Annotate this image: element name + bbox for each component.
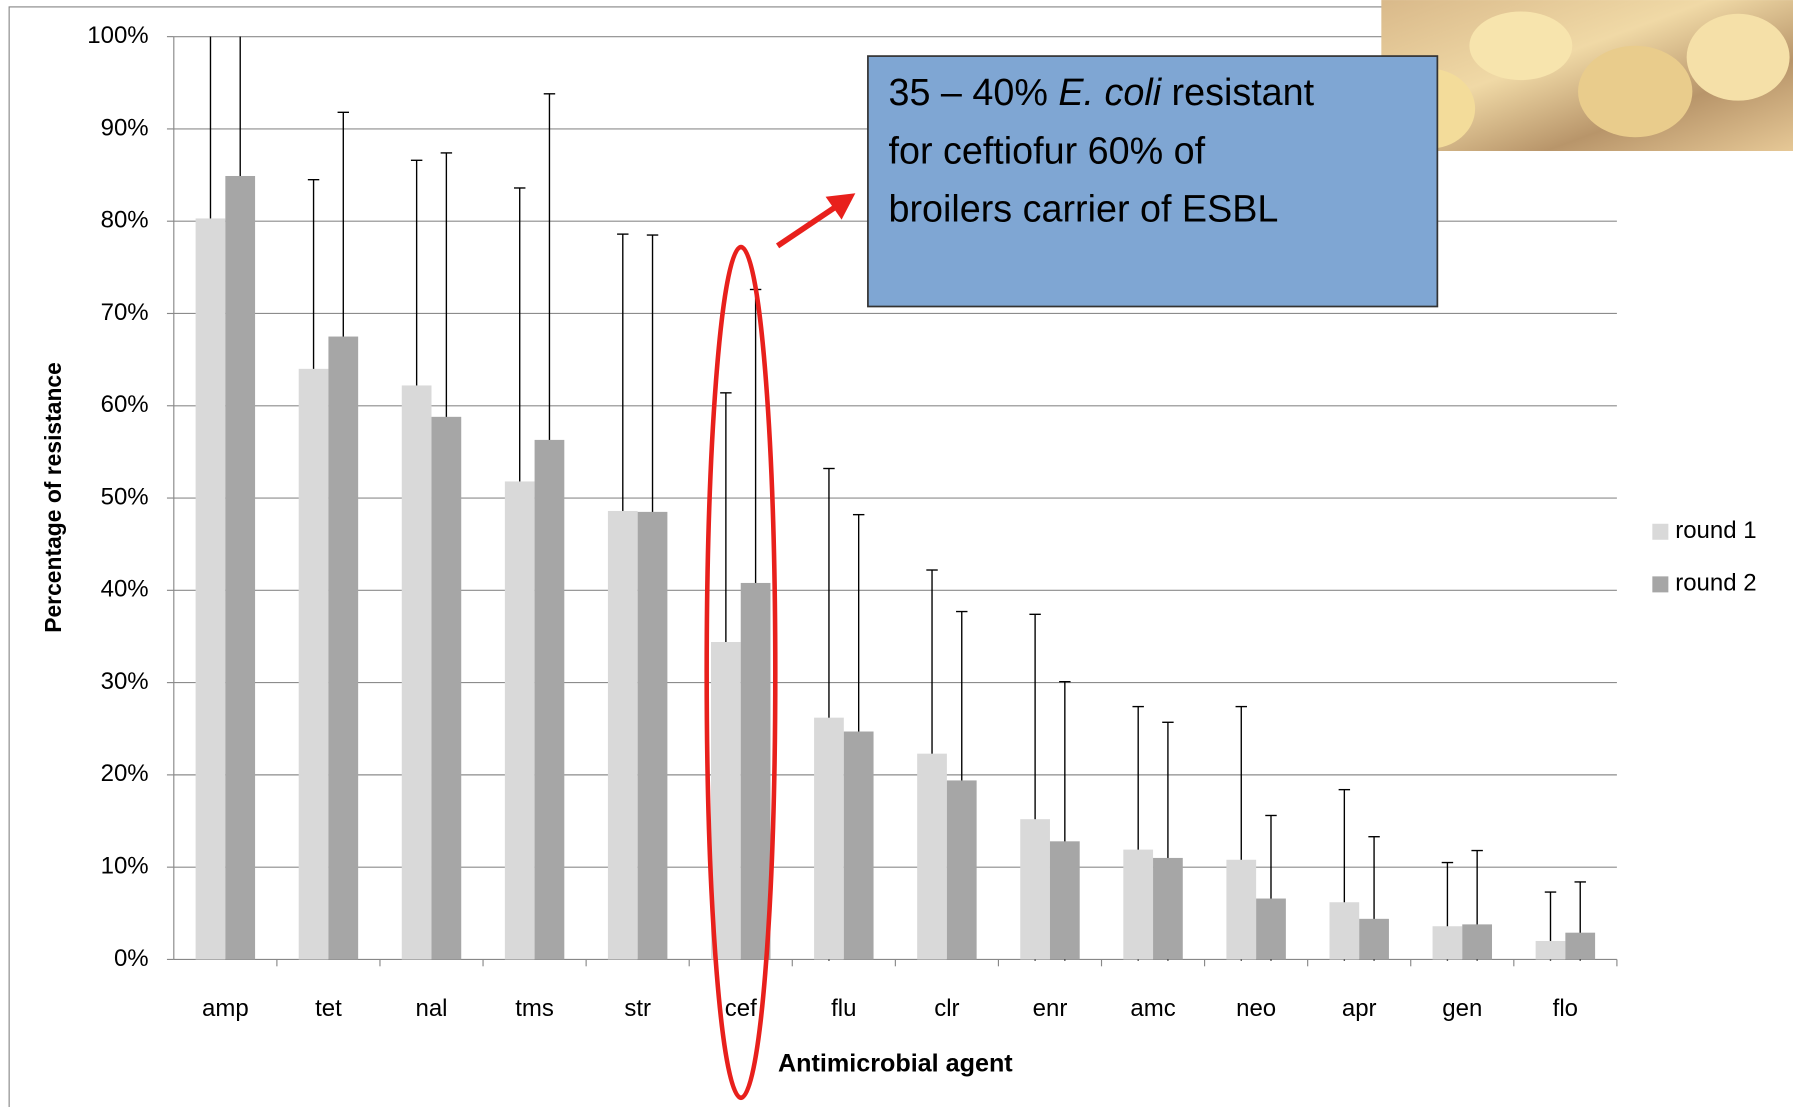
y-tick-label: 100% (87, 22, 148, 49)
bar (947, 780, 977, 959)
bar (432, 417, 462, 960)
bar (741, 583, 771, 960)
annotation-text: 35 – 40% (888, 71, 1058, 113)
bar (1226, 860, 1256, 960)
x-tick-label: str (624, 995, 651, 1022)
bar (844, 732, 874, 960)
y-tick-label: 10% (101, 853, 149, 880)
annotation-text: resistant (1161, 71, 1315, 113)
annotation-line: broilers carrier of ESBL (888, 188, 1278, 230)
y-tick-label: 50% (101, 483, 149, 510)
annotation-line: for ceftiofur 60% of (888, 129, 1205, 171)
bar (1462, 924, 1492, 959)
y-tick-label: 0% (114, 945, 149, 972)
annotation-text: broilers carrier of ESBL (888, 188, 1278, 230)
bar (225, 176, 255, 959)
x-tick-label: cef (725, 995, 757, 1022)
x-tick-label: amc (1130, 995, 1175, 1022)
arrow (778, 204, 841, 246)
annotation-text: for ceftiofur 60% of (888, 129, 1205, 171)
annotation-text: E. coli (1058, 71, 1162, 113)
y-tick-label: 90% (101, 114, 149, 141)
bar (608, 511, 638, 959)
bar (1123, 850, 1153, 960)
bar (1256, 899, 1286, 960)
bar (638, 512, 668, 960)
legend-label: round 1 (1675, 517, 1756, 544)
bar (1050, 841, 1080, 959)
bar (299, 369, 329, 960)
bar (917, 754, 947, 960)
photo (1381, 0, 1793, 151)
legend-swatch (1652, 576, 1668, 592)
y-tick-label: 30% (101, 668, 149, 695)
x-axis-title: Antimicrobial agent (778, 1049, 1013, 1077)
page: Percentage of resistance Antimicrobial a… (0, 0, 1793, 1107)
bar (328, 337, 358, 960)
x-tick-label: gen (1442, 995, 1482, 1022)
bar (1536, 941, 1566, 959)
bar (1433, 926, 1463, 959)
bar (1359, 919, 1389, 960)
bar (505, 481, 535, 959)
bar (814, 718, 844, 960)
annotation-line: 35 – 40% E. coli resistant (888, 71, 1314, 113)
bar (402, 385, 432, 959)
legend-swatch (1652, 524, 1668, 540)
y-tick-label: 80% (101, 207, 149, 234)
y-tick-label: 20% (101, 760, 149, 787)
x-tick-label: tet (315, 995, 342, 1022)
bar (1153, 858, 1183, 960)
legend-label: round 2 (1675, 570, 1756, 597)
y-axis-title: Percentage of resistance (40, 362, 66, 633)
y-tick-label: 60% (101, 391, 149, 418)
bar (1329, 902, 1359, 959)
x-tick-label: nal (415, 995, 447, 1022)
x-tick-label: flo (1553, 995, 1578, 1022)
x-tick-label: amp (202, 995, 249, 1022)
bar (1020, 819, 1050, 959)
y-tick-label: 70% (101, 299, 149, 326)
x-tick-label: apr (1342, 995, 1377, 1022)
arrow-head (826, 193, 856, 219)
bar (711, 642, 741, 959)
x-tick-label: tms (515, 995, 554, 1022)
error-bar (1545, 892, 1556, 990)
bar (196, 218, 226, 959)
x-tick-label: neo (1236, 995, 1276, 1022)
bar (1565, 933, 1595, 960)
x-tick-label: enr (1033, 995, 1068, 1022)
chart: Percentage of resistance Antimicrobial a… (0, 0, 1793, 1107)
x-tick-label: clr (934, 995, 959, 1022)
y-tick-label: 40% (101, 576, 149, 603)
x-tick-label: flu (831, 995, 856, 1022)
bar (535, 440, 565, 960)
